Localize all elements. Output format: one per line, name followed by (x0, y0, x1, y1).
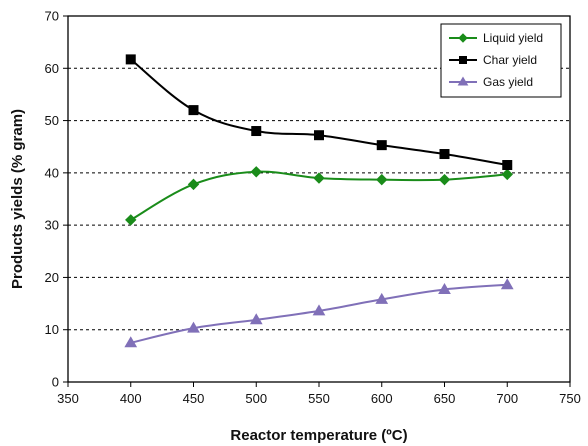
x-tick-label: 350 (57, 391, 79, 406)
data-point-gas-yield (312, 304, 326, 316)
x-tick-label: 600 (371, 391, 393, 406)
y-tick-label: 40 (45, 165, 59, 180)
series-liquid-yield (125, 166, 513, 226)
series-gas-yield (124, 278, 514, 348)
x-tick-label: 750 (559, 391, 581, 406)
x-tick-label: 700 (496, 391, 518, 406)
y-tick-label: 60 (45, 61, 59, 76)
legend-label-liquid-yield: Liquid yield (483, 31, 543, 45)
data-point-liquid-yield (187, 178, 200, 191)
data-point-char-yield (188, 105, 199, 116)
data-point-char-yield (251, 126, 262, 137)
legend-marker-gas-yield (457, 76, 469, 86)
legend-marker-char-yield (459, 56, 467, 64)
data-point-liquid-yield (250, 166, 262, 178)
data-point-char-yield (376, 140, 387, 151)
y-tick-label: 10 (45, 322, 59, 337)
data-point-gas-yield (124, 336, 138, 348)
legend-marker-liquid-yield (458, 33, 468, 43)
data-point-liquid-yield (376, 173, 388, 186)
x-tick-label: 450 (183, 391, 205, 406)
data-point-liquid-yield (313, 172, 325, 184)
y-tick-label: 50 (45, 113, 59, 128)
y-tick-label: 20 (45, 270, 59, 285)
data-point-gas-yield (438, 282, 451, 294)
data-point-char-yield (502, 160, 513, 171)
x-axis-title: Reactor temperature (ºC) (230, 427, 407, 444)
data-point-char-yield (125, 54, 136, 65)
y-tick-label: 0 (52, 375, 59, 390)
x-tick-label: 500 (245, 391, 267, 406)
x-tick-label: 550 (308, 391, 330, 406)
data-point-liquid-yield (501, 168, 513, 181)
x-tick-label: 650 (434, 391, 456, 406)
data-point-liquid-yield (125, 214, 137, 226)
legend: Liquid yield Char yield Gas yield (440, 23, 562, 98)
data-point-char-yield (314, 130, 324, 141)
data-point-gas-yield (500, 278, 514, 290)
grid-layer (68, 67, 570, 331)
data-point-char-yield (439, 149, 450, 160)
data-point-gas-yield (375, 292, 389, 304)
series-char-yield (125, 54, 513, 171)
legend-label-char-yield: Char yield (483, 53, 537, 67)
y-tick-label: 70 (45, 9, 59, 24)
data-point-gas-yield (187, 321, 200, 333)
x-tick-label: 400 (120, 391, 142, 406)
y-axis-title: Products yields (% gram) (9, 109, 26, 289)
axes-layer: 0 10 20 30 40 50 60 70 350 400 450 500 550 600 650 700 7… (45, 9, 581, 407)
series-layer (124, 54, 514, 348)
legend-label-gas-yield: Gas yield (483, 75, 533, 89)
data-point-liquid-yield (438, 173, 451, 186)
data-point-gas-yield (249, 313, 263, 325)
y-tick-label: 30 (45, 218, 59, 233)
